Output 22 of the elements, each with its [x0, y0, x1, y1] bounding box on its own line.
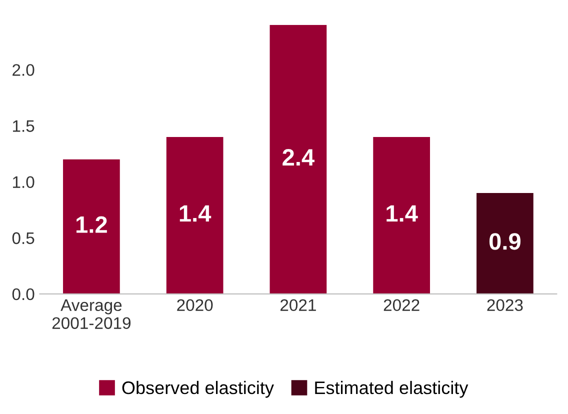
legend-label: Observed elasticity: [122, 380, 274, 398]
x-tick-label: 2022: [384, 299, 420, 312]
data-label: 1.4: [180, 205, 212, 222]
bar: [476, 193, 534, 294]
legend-label: Estimated elasticity: [315, 380, 468, 398]
x-tick-label: 2020: [177, 299, 213, 312]
bar: [373, 136, 430, 294]
y-tick-label: 1.0: [13, 176, 34, 188]
bar: [166, 136, 224, 294]
y-tick-label: 0.0: [12, 288, 34, 300]
data-label: 2.4: [282, 149, 314, 166]
y-tick-label: 0.5: [12, 232, 34, 244]
x-tick-label: 2023: [487, 299, 523, 312]
bar: [63, 159, 120, 294]
data-label: 1.2: [76, 216, 107, 233]
data-label: 0.9: [489, 233, 520, 250]
x-tick-label: Average 2001-2019: [52, 299, 131, 329]
data-label: 1.4: [386, 205, 418, 222]
y-tick-label: 2.0: [12, 64, 34, 76]
bar: [270, 24, 327, 294]
x-tick-label: 2021: [280, 299, 316, 312]
y-tick-label: 1.5: [13, 120, 34, 132]
